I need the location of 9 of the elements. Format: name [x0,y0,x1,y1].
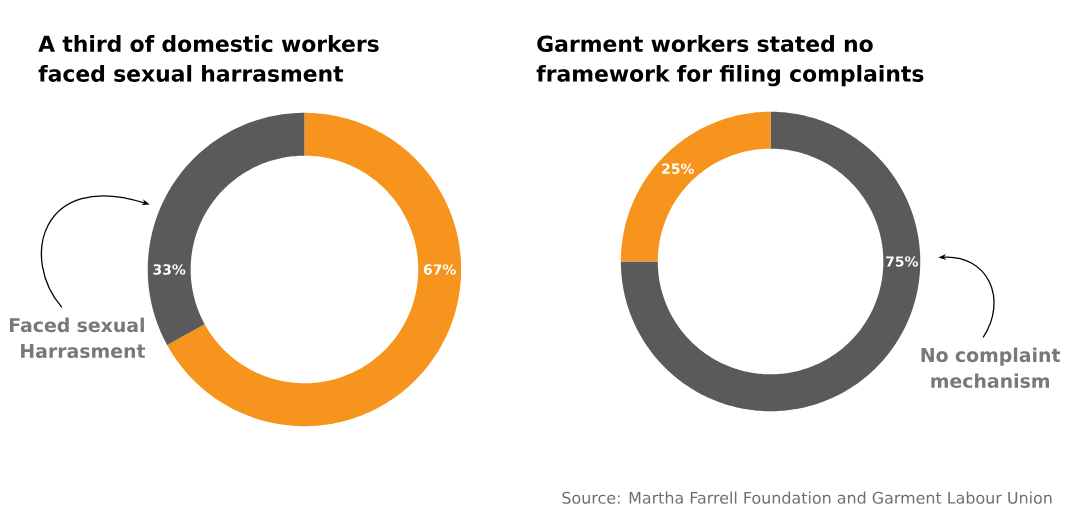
chart-title: Garment workers stated no framework for filing complaints [536,35,924,87]
data-label: 33% [153,264,186,275]
slice-label: No complaint mechanism [921,347,1061,389]
chart-title: A third of domestic workers faced sexual harrasment [38,35,379,82]
slice-label: Faced sexual Harrasment [9,317,146,359]
data-label: 25% [662,163,694,174]
source-note: Source: Martha Farrell Foundation and Garment Labour Union [562,491,1052,504]
data-label: 75% [886,256,919,267]
data-label: 67% [423,264,456,275]
